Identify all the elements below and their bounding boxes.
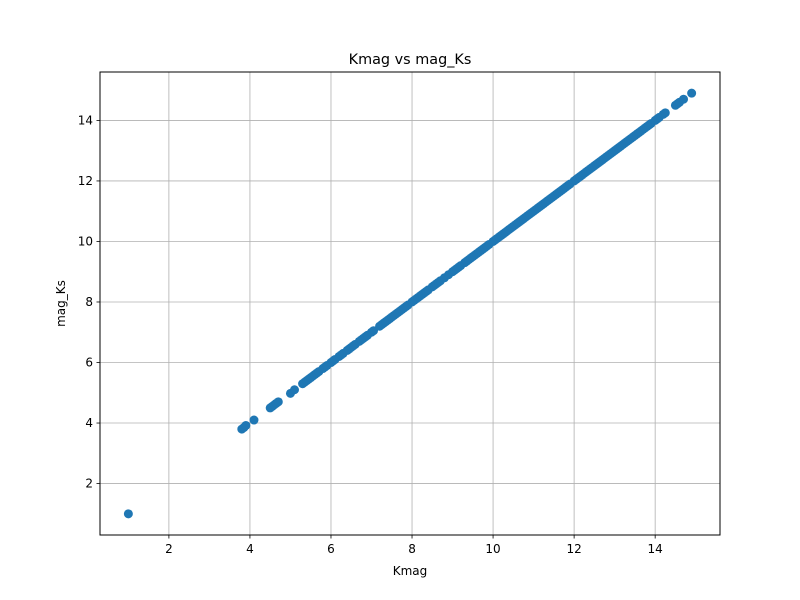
- x-tick-label: 14: [648, 542, 663, 556]
- x-tick-label: 2: [165, 542, 173, 556]
- scatter-point: [249, 415, 259, 425]
- y-tick-label: 12: [78, 174, 93, 188]
- scatter-point: [679, 94, 689, 104]
- data-points: [123, 88, 697, 519]
- y-tick-label: 10: [78, 234, 93, 248]
- x-tick-label: 12: [566, 542, 581, 556]
- scatter-point: [241, 420, 251, 430]
- x-tick-label: 6: [327, 542, 335, 556]
- x-axis-label: Kmag: [393, 564, 428, 578]
- y-tick-label: 8: [85, 295, 93, 309]
- x-tick-label: 4: [246, 542, 254, 556]
- x-tick-label: 10: [485, 542, 500, 556]
- y-tick-label: 2: [85, 477, 93, 491]
- axis-ticks: 2 4 6 8 10 12 14 2 4 6 8 10 12 14: [78, 113, 663, 556]
- scatter-point: [290, 385, 300, 395]
- scatter-point: [660, 108, 670, 118]
- scatter-point: [687, 88, 697, 98]
- y-tick-label: 6: [85, 356, 93, 370]
- scatter-point: [123, 509, 133, 519]
- chart-title: Kmag vs mag_Ks: [349, 52, 472, 68]
- y-axis-label: mag_Ks: [54, 280, 68, 327]
- y-tick-label: 4: [85, 416, 93, 430]
- y-tick-label: 14: [78, 113, 93, 127]
- grid-lines: [100, 72, 720, 535]
- x-tick-label: 8: [408, 542, 416, 556]
- axes-frame: [99, 71, 721, 536]
- scatter-point: [273, 397, 283, 407]
